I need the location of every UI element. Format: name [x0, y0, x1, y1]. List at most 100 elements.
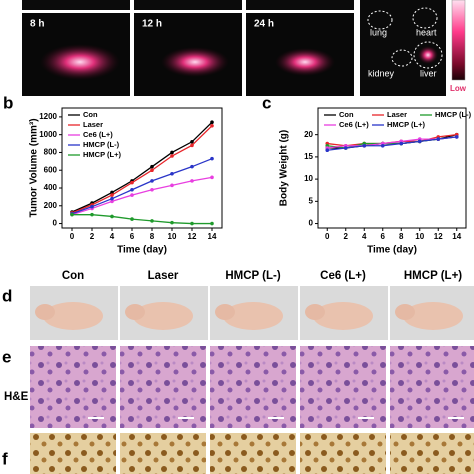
- data-point: [150, 168, 154, 173]
- data-point: [325, 148, 330, 153]
- data-point: [454, 135, 459, 139]
- ihc-image: [300, 433, 386, 474]
- x-tick-label: 10: [168, 232, 177, 241]
- data-point: [130, 180, 134, 185]
- mouse-head: [35, 304, 55, 320]
- data-point: [210, 120, 214, 125]
- data-point: [110, 193, 114, 197]
- series-line: [71, 158, 213, 215]
- x-tick-label: 8: [399, 232, 404, 241]
- y-tick-label: 0: [309, 219, 314, 228]
- data-point: [110, 196, 114, 201]
- data-point: [343, 146, 348, 150]
- data-point: [362, 143, 367, 148]
- data-point: [210, 123, 214, 128]
- x-tick-label: 8: [150, 232, 155, 241]
- data-point: [150, 219, 154, 223]
- mouse: [223, 302, 283, 330]
- organ-outline: [412, 7, 438, 29]
- data-point: [190, 179, 194, 183]
- imaging-panel: 8 h 12 h 24 h lung heart kidney liver Lo…: [22, 0, 467, 96]
- panel-label: b: [3, 93, 13, 112]
- data-point: [110, 190, 114, 195]
- legend-label: Con: [83, 110, 98, 119]
- group-label: Ce6 (L+): [320, 270, 366, 282]
- y-tick-label: 800: [44, 148, 58, 157]
- he-image: [390, 346, 474, 428]
- stain-label: H&E: [4, 391, 29, 403]
- x-tick-label: 0: [70, 232, 75, 241]
- time-label: 24 h: [254, 19, 274, 30]
- group-label: Laser: [148, 270, 179, 282]
- legend-label: Laser: [387, 110, 407, 119]
- x-axis-label: Time (day): [117, 245, 167, 256]
- y-tick-label: 15: [304, 152, 313, 161]
- series-line: [72, 214, 212, 225]
- ihc-image: [120, 433, 206, 474]
- data-point: [190, 143, 194, 148]
- data-point: [90, 212, 94, 217]
- image: [134, 0, 242, 10]
- signal: [418, 46, 438, 64]
- organ-outline: [413, 41, 443, 69]
- x-tick-label: 0: [325, 232, 330, 241]
- he-image: [300, 346, 386, 428]
- time-label: 12 h: [142, 19, 162, 30]
- data-point: [417, 139, 422, 144]
- organ-outline: [391, 49, 413, 67]
- data-point: [210, 156, 214, 161]
- mouse-head: [215, 304, 235, 320]
- y-tick-label: 0: [53, 219, 58, 228]
- data-point: [210, 221, 214, 226]
- mouse: [403, 302, 463, 330]
- signal: [40, 44, 120, 80]
- image: [22, 0, 130, 10]
- signal: [161, 47, 229, 77]
- y-tick-label: 400: [44, 183, 58, 192]
- y-tick-label: 1000: [39, 130, 57, 139]
- y-tick-label: 20: [304, 130, 313, 139]
- group-label: Con: [62, 270, 84, 282]
- data-point: [399, 141, 404, 146]
- organ-label: heart: [416, 27, 437, 37]
- data-point: [110, 214, 114, 219]
- organ-outline: [367, 10, 393, 30]
- y-tick-label: 10: [304, 174, 313, 183]
- x-tick-label: 14: [208, 232, 217, 241]
- panel-label: f: [2, 449, 8, 468]
- data-point: [70, 212, 74, 217]
- y-tick-label: 5: [309, 196, 314, 205]
- he-image: [210, 346, 296, 428]
- data-point: [170, 150, 174, 155]
- x-tick-label: 6: [130, 232, 135, 241]
- y-tick-label: 600: [44, 165, 58, 174]
- x-tick-label: 12: [434, 232, 443, 241]
- x-tick-label: 4: [362, 232, 367, 241]
- data-point: [190, 164, 194, 169]
- data-point: [190, 221, 194, 226]
- group-label: HMCP (L-): [225, 270, 281, 282]
- legend-label: HMCP (L+): [387, 120, 425, 129]
- he-image: [120, 346, 206, 428]
- organ-label: lung: [370, 27, 387, 37]
- mouse: [313, 302, 373, 330]
- data-point: [110, 199, 114, 204]
- series-line: [327, 136, 457, 151]
- data-point: [130, 217, 134, 221]
- data-point: [170, 220, 174, 225]
- x-tick-label: 10: [415, 232, 424, 241]
- data-point: [150, 187, 154, 192]
- data-point: [190, 139, 194, 144]
- series-line: [71, 176, 213, 216]
- panel-label: d: [2, 286, 12, 305]
- plot-frame: [61, 107, 223, 229]
- data-point: [130, 187, 134, 192]
- panel-label: c: [262, 93, 271, 112]
- x-tick-label: 6: [381, 232, 386, 241]
- mouse-head: [305, 304, 325, 320]
- x-tick-label: 14: [452, 232, 461, 241]
- plot-frame: [317, 107, 467, 229]
- legend-label: HMCP (L-): [83, 140, 120, 149]
- y-axis-label: Body Weight (g): [279, 130, 290, 206]
- y-axis-label: Tumor Volume (mm³): [29, 118, 40, 217]
